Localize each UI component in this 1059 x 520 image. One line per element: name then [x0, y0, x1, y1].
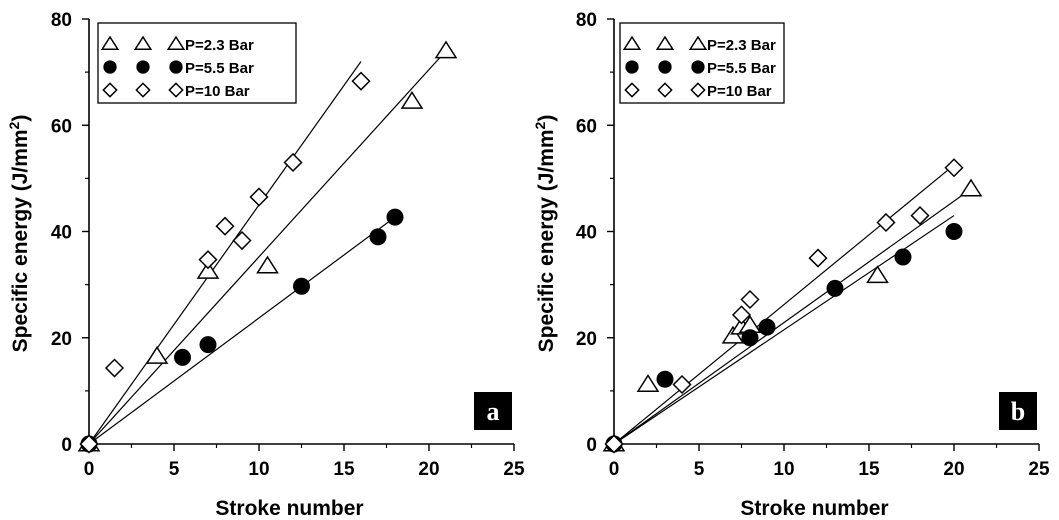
- data-point-diamond: [283, 152, 303, 172]
- data-point-diamond: [731, 305, 752, 325]
- legend-marker-circle: [658, 60, 672, 74]
- panel-label: a: [487, 397, 500, 426]
- data-point-diamond: [876, 212, 896, 233]
- data-point-triangle: [636, 374, 660, 392]
- legend-marker-circle: [691, 60, 705, 74]
- data-point-diamond: [944, 158, 964, 178]
- data-point-circle: [369, 228, 387, 246]
- y-tick-label: 80: [576, 10, 597, 31]
- legend-marker-triangle: [622, 35, 642, 51]
- x-axis-label: Stroke number: [740, 497, 888, 520]
- y-tick-label: 60: [51, 116, 72, 137]
- data-point-diamond: [910, 206, 930, 226]
- legend-marker-triangle: [655, 35, 675, 51]
- data-point-triangle: [196, 260, 220, 279]
- data-point-circle: [945, 223, 963, 240]
- x-tick-label: 25: [503, 459, 525, 480]
- legend-marker-circle: [169, 60, 183, 74]
- legend-label: P=10 Bar: [707, 83, 772, 100]
- x-tick-label: 15: [333, 459, 355, 480]
- data-point-diamond: [198, 250, 218, 270]
- data-point-triangle: [400, 90, 424, 109]
- x-tick-label: 5: [694, 459, 705, 480]
- legend-marker-triangle: [133, 35, 153, 51]
- data-point-circle: [894, 248, 912, 266]
- fit-line: [88, 50, 447, 445]
- data-point-diamond: [604, 434, 624, 454]
- legend-label: P=5.5 Bar: [707, 60, 776, 77]
- y-tick-label: 60: [576, 116, 597, 137]
- data-point-diamond: [232, 230, 252, 251]
- data-point-circle: [656, 370, 674, 388]
- legend-marker-triangle: [166, 35, 186, 51]
- chart-panel-b: 0 5 10 15 20 25 0 20 40 60 80 Stroke number Specific…: [532, 10, 1050, 520]
- legend-label: P=5.5 Bar: [185, 60, 254, 77]
- y-tick-label: 20: [576, 329, 597, 350]
- data-point-triangle: [866, 265, 889, 284]
- y-axis-label: Specific energy (J/mm2): [532, 115, 558, 353]
- fit-line: [88, 61, 362, 445]
- legend-marker-diamond: [135, 82, 151, 98]
- data-point-diamond: [104, 358, 125, 378]
- panel-label-box: [474, 392, 512, 430]
- data-point-diamond: [672, 374, 692, 395]
- legend-marker-circle: [136, 60, 150, 74]
- legend-marker-diamond: [102, 82, 118, 98]
- legend-marker-circle: [625, 60, 639, 74]
- data-point-triangle: [434, 40, 458, 59]
- x-tick-label: 20: [418, 459, 439, 480]
- x-tick-label: 10: [773, 459, 794, 480]
- y-tick-label: 40: [51, 223, 72, 244]
- fit-line: [613, 188, 972, 445]
- y-tick-label: 0: [61, 435, 72, 456]
- x-tick-label: 20: [943, 459, 964, 480]
- legend-marker-triangle: [100, 35, 120, 51]
- data-point-diamond: [79, 434, 99, 454]
- data-point-circle: [293, 277, 310, 295]
- y-tick-label: 20: [51, 329, 72, 350]
- data-point-diamond: [808, 248, 828, 268]
- legend-label: P=2.3 Bar: [707, 37, 776, 54]
- y-tick-label: 0: [586, 435, 597, 456]
- data-point-triangle: [721, 325, 745, 344]
- x-tick-label: 10: [248, 459, 269, 480]
- data-point-triangle: [145, 345, 169, 364]
- data-point-circle: [174, 348, 191, 366]
- legend-box: [97, 22, 297, 104]
- panel-label: b: [1011, 397, 1025, 426]
- data-point-triangle: [256, 255, 279, 274]
- fit-line: [613, 164, 955, 445]
- y-tick-label: 40: [576, 223, 597, 244]
- legend-marker-diamond: [690, 82, 706, 98]
- x-tick-label: 15: [858, 459, 880, 480]
- x-tick-label: 5: [169, 459, 180, 480]
- legend-marker-diamond: [657, 82, 673, 98]
- legend-marker-diamond: [168, 82, 184, 98]
- x-axis-label: Stroke number: [215, 497, 363, 520]
- x-tick-label: 0: [609, 459, 620, 480]
- data-point-diamond: [740, 289, 760, 310]
- data-point-triangle: [959, 178, 983, 197]
- data-point-diamond: [215, 216, 235, 236]
- x-tick-label: 25: [1028, 459, 1050, 480]
- data-point-circle: [741, 329, 759, 347]
- data-point-circle: [826, 279, 844, 297]
- legend-marker-circle: [103, 60, 117, 74]
- data-point-diamond: [351, 71, 371, 91]
- legend-label: P=2.3 Bar: [185, 37, 254, 54]
- y-axis-label: Specific energy (J/mm2): [6, 115, 32, 353]
- data-point-circle: [758, 318, 776, 336]
- panel-label-box: [999, 392, 1037, 430]
- data-point-circle: [386, 208, 404, 226]
- legend-marker-diamond: [624, 82, 640, 98]
- data-point-diamond: [249, 187, 269, 207]
- chart-panel-a: 0 5 10 15 20 25 0 20 40 60 80 Stroke number Specific…: [6, 10, 525, 520]
- legend-label: P=10 Bar: [185, 83, 250, 100]
- x-tick-label: 0: [84, 459, 95, 480]
- legend-marker-triangle: [688, 35, 708, 51]
- data-point-circle: [199, 336, 217, 354]
- y-tick-label: 80: [51, 10, 72, 31]
- fit-line: [88, 216, 396, 445]
